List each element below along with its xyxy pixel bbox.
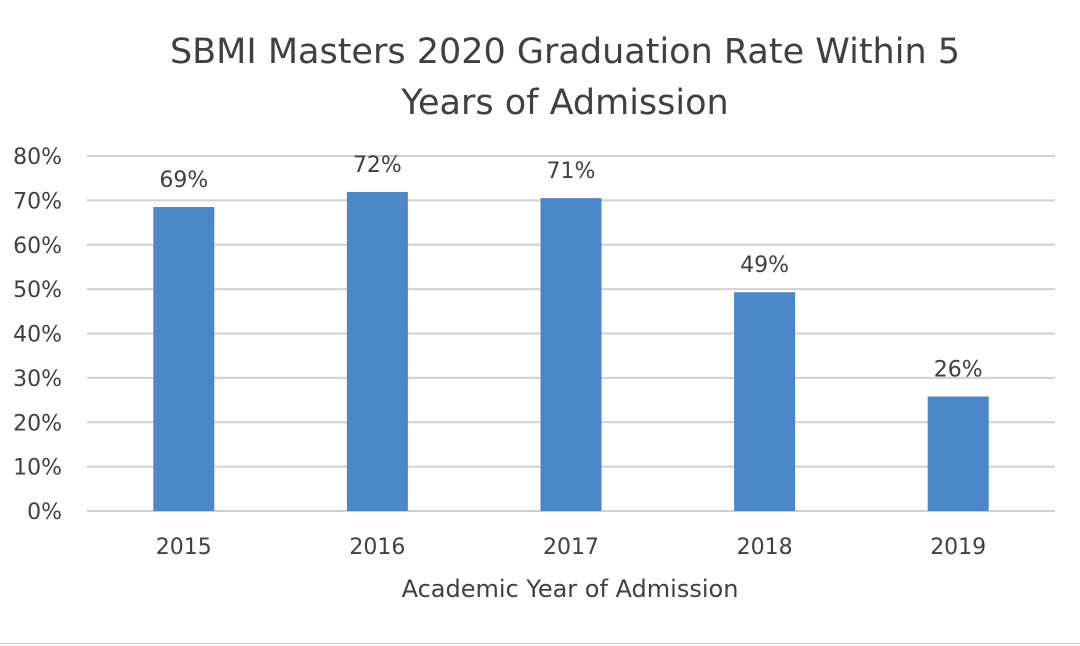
y-tick-label: 0% [27,500,62,525]
y-tick-label: 40% [13,323,62,348]
x-tick-label: 2015 [156,535,212,560]
x-tick-label: 2018 [737,535,793,560]
data-labels: 69% 72% 71% 49% 26% [159,153,982,383]
y-tick-label: 20% [13,411,62,436]
chart-title: SBMI Masters 2020 Graduation Rate Within… [170,32,960,123]
bottom-border [0,643,1080,644]
chart-title-line-2: Years of Admission [400,83,728,123]
bar-2019 [927,396,989,511]
x-axis-label: Academic Year of Admission [402,575,739,603]
x-tick-label: 2016 [349,535,405,560]
y-tick-label: 70% [13,189,62,214]
y-tick-label: 80% [13,145,62,170]
x-tick-label: 2019 [930,535,986,560]
y-tick-label: 30% [13,367,62,392]
y-tick-label: 50% [13,278,62,303]
bar-2015 [153,207,215,511]
data-label-2019: 26% [934,358,983,383]
data-label-2017: 71% [547,159,596,184]
data-label-2016: 72% [353,153,402,178]
bars [153,191,989,511]
chart-title-line-1: SBMI Masters 2020 Graduation Rate Within… [170,32,960,72]
bar-2017 [540,198,602,511]
data-label-2018: 49% [740,253,789,278]
y-tick-label: 60% [13,234,62,259]
bar-2018 [734,292,796,511]
y-axis-ticks: 0% 10% 20% 30% 40% 50% 60% 70% 80% [13,145,62,525]
y-tick-label: 10% [13,456,62,481]
x-axis-ticks: 2015 2016 2017 2018 2019 [156,535,986,560]
x-tick-label: 2017 [543,535,599,560]
bar-2016 [346,191,408,511]
data-label-2015: 69% [159,168,208,193]
